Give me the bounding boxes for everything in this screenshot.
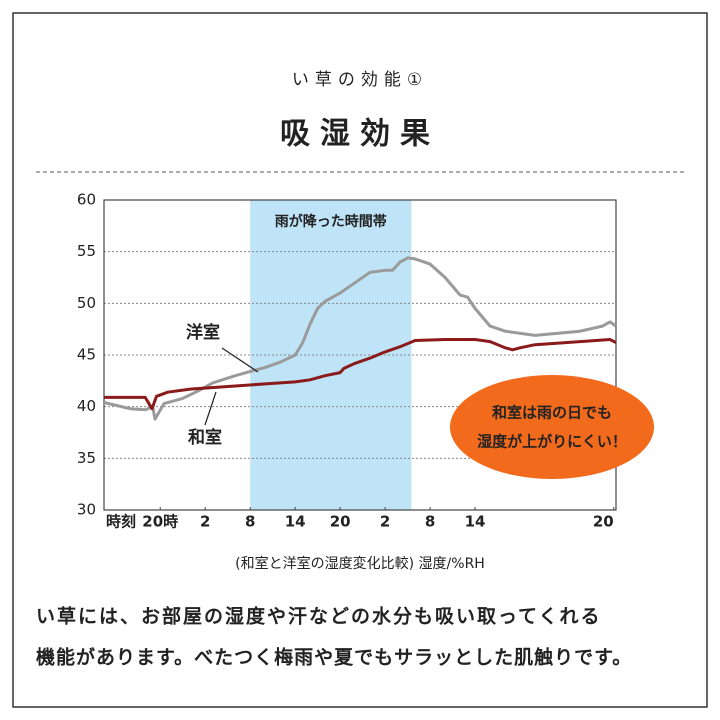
x-tick-label: 8 xyxy=(425,513,435,531)
leader-line xyxy=(204,391,217,426)
y-tick-label: 30 xyxy=(77,501,96,519)
x-axis-label: 時刻 xyxy=(106,513,136,531)
y-tick-label: 55 xyxy=(77,242,96,260)
x-tick-label: 20 xyxy=(330,513,351,531)
series-label: 洋室 xyxy=(186,322,220,343)
rain-band xyxy=(250,200,412,510)
series-line xyxy=(103,256,617,421)
title: 吸湿効果 xyxy=(280,117,440,152)
note-bubble xyxy=(450,375,654,479)
subtitle: い草の効能① xyxy=(292,70,428,90)
y-tick-label: 40 xyxy=(77,397,96,415)
note-text: 和室は雨の日でも xyxy=(492,404,612,422)
body-line: い草には、お部屋の湿度や汗などの水分も吸い取ってくれる xyxy=(36,605,601,628)
leader-line xyxy=(221,347,259,373)
x-tick-label: 20 xyxy=(593,513,614,531)
caption: (和室と洋室の湿度変化比較) 湿度/%RH xyxy=(235,555,485,572)
y-tick-label: 50 xyxy=(77,294,96,312)
plot-frame xyxy=(103,199,617,511)
x-tick-label: 8 xyxy=(245,513,255,531)
y-tick-label: 60 xyxy=(77,191,96,209)
x-tick-label: 14 xyxy=(285,513,306,531)
y-tick-label: 35 xyxy=(77,449,96,467)
band-label: 雨が降った時間帯 xyxy=(275,213,387,230)
series-label: 和室 xyxy=(188,427,222,448)
x-tick-label: 20時 xyxy=(142,513,178,531)
series-line xyxy=(104,338,617,411)
body-line: 機能があります。べたつく梅雨や夏でもサラッとした肌触りです。 xyxy=(36,646,632,669)
x-tick-label: 2 xyxy=(200,513,210,531)
x-tick-label: 2 xyxy=(380,513,390,531)
note-text: 湿度が上がりにくい！ xyxy=(477,433,627,451)
x-tick-label: 14 xyxy=(465,513,486,531)
y-tick-label: 45 xyxy=(77,346,96,364)
frame xyxy=(12,12,708,708)
